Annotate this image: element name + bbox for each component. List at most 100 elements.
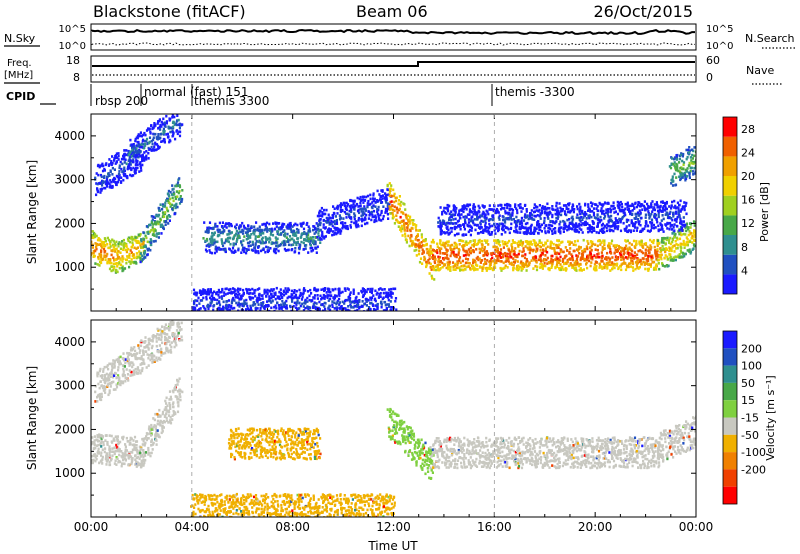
scatter-cell (517, 220, 520, 223)
scatter-cell (260, 249, 263, 253)
scatter-cell (623, 247, 626, 251)
scatter-cell (610, 220, 614, 223)
scatter-cell (323, 237, 326, 240)
scatter-cell (470, 226, 473, 230)
scatter-cell (256, 228, 259, 232)
scatter-cell (542, 248, 545, 251)
scatter-cell (635, 215, 638, 219)
scatter-cell (100, 187, 103, 191)
scatter-cell (201, 292, 204, 296)
scatter-cell (97, 173, 100, 177)
scatter-cell (670, 163, 673, 166)
scatter-cell (429, 262, 432, 266)
scatter-cell (205, 295, 208, 299)
scatter-cell (211, 294, 214, 298)
scatter-cell (127, 256, 130, 259)
scatter-cell (138, 153, 141, 156)
scatter-cell (508, 262, 511, 265)
scatter-cell (221, 226, 224, 230)
scatter-cell (167, 199, 170, 203)
scatter-cell (465, 233, 468, 236)
scatter-cell (638, 209, 641, 212)
scatter-cell (138, 250, 141, 253)
scatter-cell (168, 219, 171, 222)
scatter-cell (135, 161, 138, 164)
scatter-cell (136, 136, 139, 140)
scatter-cell (620, 258, 623, 261)
scatter-cell (655, 263, 658, 266)
scatter-cell (119, 180, 123, 183)
scatter-cell (643, 261, 647, 264)
scatter-cell (390, 200, 393, 203)
scatter-cell (503, 220, 506, 223)
scatter-cell (193, 301, 196, 304)
scatter-cell (91, 252, 93, 255)
scatter-cell (639, 211, 642, 215)
scatter-cell (286, 227, 289, 230)
scatter-cell (283, 223, 286, 226)
scatter-cell (111, 184, 114, 188)
freq-frame (90, 55, 697, 83)
scatter-cell (450, 230, 453, 233)
scatter-cell (92, 251, 95, 255)
scatter-cell (464, 261, 467, 265)
scatter-cell (546, 262, 549, 265)
scatter-cell (673, 231, 676, 234)
scatter-cell (628, 241, 631, 245)
scatter-cell (275, 225, 278, 228)
scatter-cell (350, 220, 353, 224)
scatter-cell (364, 217, 367, 221)
scatter-cell (278, 233, 281, 236)
scatter-cell (247, 244, 250, 248)
scatter-cell (349, 224, 352, 227)
scatter-cell (614, 248, 617, 252)
scatter-cell (632, 229, 635, 232)
scatter-cell (369, 212, 372, 216)
scatter-cell (519, 227, 522, 231)
scatter-cell (199, 299, 202, 302)
scatter-cell (157, 236, 160, 239)
scatter-cell (586, 239, 589, 243)
scatter-cell (555, 252, 558, 256)
scatter-cell (192, 307, 195, 310)
scatter-cell (684, 252, 687, 256)
scatter-cell (307, 237, 310, 240)
scatter-cell (161, 123, 164, 126)
scatter-cell (649, 265, 652, 268)
scatter-cell (169, 197, 172, 201)
scatter-cell (125, 153, 128, 157)
scatter-cell (149, 223, 152, 226)
scatter-cell (651, 256, 654, 260)
scatter-cell (684, 223, 687, 227)
scatter-cell (135, 166, 138, 170)
scatter-cell (635, 242, 638, 246)
scatter-cell (496, 257, 499, 261)
scatter-cell (123, 161, 126, 164)
scatter-cell (584, 220, 587, 224)
scatter-cell (640, 216, 643, 220)
scatter-cell (627, 264, 630, 267)
scatter-cell (395, 196, 398, 200)
scatter-cell (146, 240, 149, 244)
scatter-cell (119, 247, 122, 251)
scatter-cell (126, 175, 129, 178)
scatter-cell (697, 161, 699, 164)
scatter-cell (631, 202, 634, 206)
scatter-cell (649, 263, 652, 267)
scatter-cell (427, 259, 430, 262)
scatter-cell (110, 180, 113, 184)
scatter-cell (400, 200, 403, 204)
scatter-cell (652, 226, 656, 230)
scatter-cell (510, 248, 513, 252)
scatter-cell (257, 250, 260, 253)
scatter-cell (317, 235, 320, 238)
scatter-cell (436, 266, 439, 269)
scatter-cell (163, 205, 166, 208)
scatter-cell (237, 287, 240, 291)
scatter-cell (405, 217, 408, 220)
scatter-cell (679, 231, 682, 235)
scatter-cell (287, 238, 290, 241)
scatter-cell (488, 233, 491, 236)
scatter-cell (238, 236, 241, 239)
scatter-cell (669, 166, 673, 170)
